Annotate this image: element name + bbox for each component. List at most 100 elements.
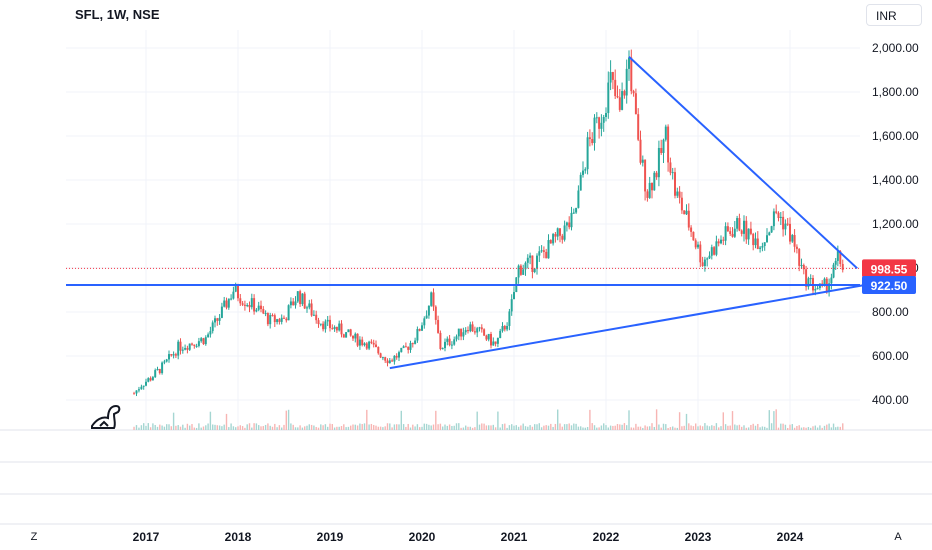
volume-bar: [573, 423, 575, 430]
volume-bar: [444, 424, 446, 430]
volume-bar: [534, 424, 536, 430]
volume-bar: [149, 427, 152, 430]
volume-bar: [789, 424, 791, 430]
candle-body: [809, 278, 812, 280]
volume-bar: [676, 427, 678, 430]
volume-bar: [816, 427, 819, 430]
auto-scale-button[interactable]: A: [894, 531, 902, 543]
volume-bar: [168, 424, 170, 430]
candle-body: [273, 315, 276, 323]
candle-body: [361, 339, 364, 346]
candle-body: [485, 335, 488, 340]
volume-bar: [402, 424, 405, 430]
candle-body: [513, 292, 515, 300]
volume-bar: [430, 425, 432, 430]
candle-body: [317, 320, 320, 324]
volume-bar: [830, 427, 833, 430]
volume-bar: [138, 427, 140, 430]
candle-body: [354, 333, 357, 339]
volume-bar: [764, 426, 766, 430]
volume-bar: [506, 427, 508, 430]
candle-body: [266, 313, 269, 325]
volume-bar: [782, 423, 784, 430]
candle-body: [503, 326, 506, 330]
currency-button[interactable]: INR: [866, 4, 922, 26]
volume-bar: [338, 426, 340, 430]
candle-body: [200, 338, 203, 342]
volume-bar: [317, 427, 320, 430]
volume-bar: [409, 427, 412, 430]
candle-body: [683, 210, 686, 215]
candle-body: [494, 341, 497, 344]
candle-body: [473, 331, 476, 333]
candle-body: [579, 174, 582, 191]
candle-body: [262, 309, 265, 314]
candle-body: [478, 327, 481, 329]
volume-bar: [690, 425, 692, 430]
candle-body: [630, 57, 633, 92]
grid: [0, 30, 932, 525]
volume-bar: [274, 423, 276, 430]
volume-bar: [384, 426, 386, 430]
candle-body: [501, 326, 504, 331]
candle-body: [423, 318, 426, 326]
volume-bar: [195, 427, 198, 430]
volume-bar: [619, 424, 621, 430]
candle-body: [559, 228, 561, 236]
volume-bar: [267, 423, 269, 430]
candle-body: [384, 357, 387, 361]
volume-bar: [469, 426, 471, 430]
candle-body: [639, 139, 642, 163]
candle-body: [333, 326, 336, 329]
volume-bar: [826, 424, 828, 430]
candle-body: [671, 172, 674, 174]
volume-bar: [699, 425, 701, 430]
candle-body: [595, 117, 598, 119]
volume-bar: [400, 410, 402, 430]
candle-body: [821, 283, 824, 285]
candle-body: [664, 126, 667, 140]
volume-bar: [695, 423, 697, 430]
candle-body: [448, 338, 451, 346]
candle-body: [340, 323, 343, 335]
candle-body: [172, 354, 175, 356]
candle-body: [694, 240, 697, 248]
candle-body: [763, 242, 766, 247]
volume-bar: [478, 424, 481, 430]
candle-body: [632, 91, 635, 94]
candle-body: [669, 162, 672, 173]
candle-body: [591, 139, 594, 144]
volume-bar: [425, 423, 428, 430]
volume-bar: [837, 426, 839, 430]
candle-body: [214, 318, 216, 323]
volume-bar: [531, 426, 534, 430]
volume-bar: [177, 425, 179, 430]
candle-body: [777, 212, 780, 219]
candle-body: [246, 305, 249, 307]
candle-body: [745, 220, 748, 240]
volume-bar: [667, 427, 669, 430]
candle-body: [345, 332, 348, 338]
zoom-toggle-button[interactable]: Z: [30, 531, 38, 543]
candle-body: [204, 337, 207, 345]
candle-body: [561, 235, 564, 240]
candle-body: [165, 359, 168, 362]
candle-body: [770, 226, 773, 233]
volume-bar: [239, 425, 241, 430]
candle-body: [352, 335, 354, 339]
volume-bar: [393, 424, 396, 430]
candle-body: [736, 218, 739, 229]
candle-body: [674, 172, 676, 196]
candle-body: [761, 246, 764, 248]
candle-body: [372, 342, 375, 345]
volume-bar: [396, 424, 398, 430]
volume-bar: [524, 426, 527, 430]
volume-bar: [145, 425, 147, 430]
candle-body: [526, 257, 529, 263]
volume-bar: [736, 425, 738, 430]
candle-body: [335, 326, 338, 331]
candle-body: [648, 182, 651, 198]
candle-body: [621, 91, 624, 110]
candle-body: [467, 330, 469, 332]
